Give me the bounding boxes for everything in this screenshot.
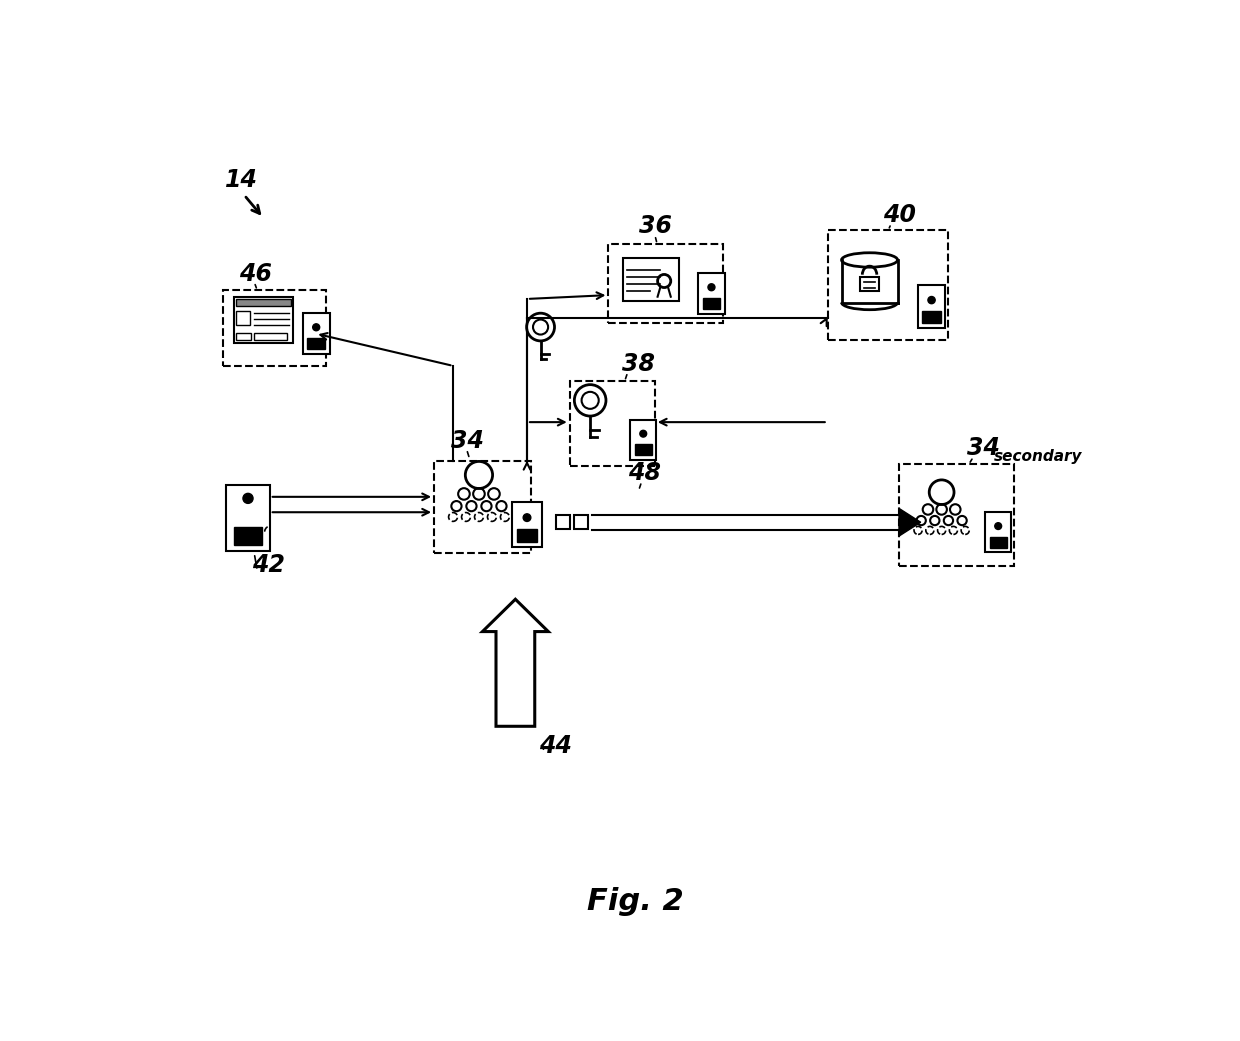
Circle shape	[523, 514, 531, 522]
Bar	[985, 512, 1012, 553]
Bar	[923, 311, 941, 323]
Bar	[517, 530, 537, 542]
Text: 38: 38	[621, 352, 655, 376]
PathPatch shape	[899, 508, 920, 536]
Circle shape	[928, 297, 935, 304]
Circle shape	[994, 523, 1002, 530]
Text: 34: 34	[967, 436, 1001, 460]
Bar	[990, 536, 1007, 548]
Bar	[630, 420, 656, 460]
Bar	[557, 515, 570, 529]
Bar	[635, 445, 652, 455]
Text: 46: 46	[238, 262, 272, 286]
Text: secondary: secondary	[993, 449, 1083, 463]
Text: Fig. 2: Fig. 2	[587, 887, 684, 915]
Circle shape	[640, 430, 647, 437]
Bar	[512, 502, 542, 548]
Bar	[226, 485, 270, 551]
Bar	[303, 313, 330, 354]
Bar	[237, 333, 250, 340]
Bar	[622, 258, 680, 301]
Circle shape	[243, 493, 253, 504]
Text: 44: 44	[538, 734, 572, 758]
Text: 48: 48	[627, 461, 661, 485]
Bar	[574, 515, 588, 529]
Bar	[237, 310, 249, 325]
Bar	[899, 464, 1014, 566]
Circle shape	[708, 284, 715, 290]
Ellipse shape	[842, 253, 898, 268]
Bar	[569, 381, 655, 466]
Bar	[223, 290, 325, 366]
Bar	[861, 277, 879, 291]
Text: 14: 14	[224, 169, 258, 193]
Bar	[703, 298, 720, 309]
Bar	[234, 527, 262, 545]
Bar	[828, 230, 947, 339]
Bar	[434, 460, 531, 553]
Bar	[698, 273, 725, 314]
Bar	[609, 245, 723, 323]
FancyArrow shape	[482, 600, 548, 727]
Bar	[236, 300, 291, 306]
Bar	[308, 338, 325, 350]
Bar	[234, 297, 293, 342]
Bar	[918, 285, 945, 328]
Circle shape	[312, 324, 320, 331]
Text: 42: 42	[252, 553, 285, 578]
Text: 40: 40	[883, 203, 916, 227]
Bar	[254, 333, 286, 340]
Text: 34: 34	[451, 429, 484, 453]
Text: 36: 36	[640, 214, 672, 238]
